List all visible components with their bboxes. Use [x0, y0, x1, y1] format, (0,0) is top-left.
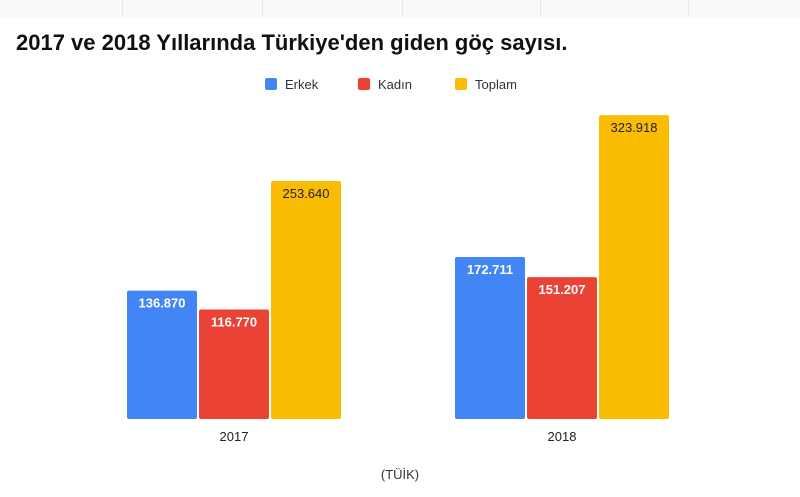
legend-item-toplam[interactable]: Toplam: [455, 74, 517, 94]
bar-erkek-2017[interactable]: [127, 290, 197, 419]
bar-kadın-2018[interactable]: [527, 277, 597, 419]
bar-kadın-2017[interactable]: [199, 309, 269, 419]
top-strip: [0, 0, 800, 18]
bar-erkek-2018[interactable]: [455, 256, 525, 419]
legend-label-erkek: Erkek: [285, 76, 319, 92]
strip-divider: [262, 0, 263, 16]
data-label-kadın-2017: 116.770: [211, 314, 257, 329]
legend-swatch-toplam: [455, 78, 467, 90]
strip-divider: [122, 0, 123, 16]
legend-label-toplam: Toplam: [475, 76, 517, 92]
data-label-erkek-2017: 136.870: [139, 296, 186, 311]
x-tick-label-2018: 2018: [548, 429, 577, 444]
data-label-kadın-2018: 151.207: [539, 282, 586, 297]
legend-item-erkek[interactable]: Erkek: [265, 74, 318, 94]
strip-divider: [540, 0, 541, 16]
data-label-erkek-2018: 172.711: [467, 262, 513, 277]
bar-toplam-2018[interactable]: [599, 115, 669, 420]
legend-swatch-kadin: [358, 78, 370, 90]
chart-legend: Erkek Kadın Toplam: [0, 74, 800, 94]
strip-divider: [402, 0, 403, 16]
legend-label-kadin: Kadın: [378, 76, 412, 92]
data-label-toplam-2018: 323.918: [611, 120, 658, 135]
chart-title: 2017 ve 2018 Yıllarında Türkiye'den gide…: [16, 30, 568, 55]
bar-toplam-2017[interactable]: [271, 181, 341, 419]
legend-swatch-erkek: [265, 78, 277, 90]
bar-chart: 136.870 116.770 253.640 2017 172.711 151.207 3…: [127, 115, 669, 444]
source-note: (TÜİK): [380, 467, 420, 482]
strip-divider: [688, 0, 689, 16]
legend-item-kadin[interactable]: Kadın: [358, 74, 412, 94]
x-tick-label-2017: 2017: [220, 429, 249, 444]
data-label-toplam-2017: 253.640: [283, 186, 330, 201]
